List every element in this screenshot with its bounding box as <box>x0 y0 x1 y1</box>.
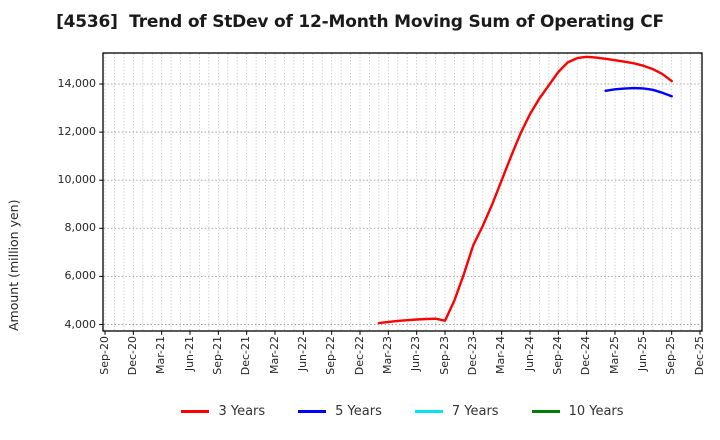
x-tick-label: Mar-21 <box>154 336 168 375</box>
x-tick-label: Dec-20 <box>125 336 139 376</box>
x-tick-label: Jun-25 <box>635 336 649 372</box>
x-tick-label: Dec-23 <box>465 336 479 376</box>
legend-item-10-years: 10 Years <box>531 404 624 419</box>
legend: 3 Years 5 Years 7 Years 10 Years <box>103 404 702 419</box>
x-tick-label: Jun-21 <box>182 336 196 372</box>
legend-label: 10 Years <box>568 404 624 419</box>
x-tick-label: Mar-23 <box>380 336 394 375</box>
x-tick-label: Sep-22 <box>324 336 338 375</box>
x-tick-label: Mar-25 <box>607 336 621 375</box>
y-tick-label: 8,000 <box>64 221 97 235</box>
x-tick-label: Sep-25 <box>664 336 678 375</box>
legend-line-swatch-red <box>181 410 210 413</box>
legend-item-3-years: 3 Years <box>181 404 265 419</box>
x-tick-label: Jun-22 <box>295 336 309 372</box>
x-tick-label: Sep-20 <box>97 336 111 375</box>
legend-label: 7 Years <box>451 404 499 419</box>
y-tick-label: 4,000 <box>64 317 97 331</box>
x-tick-label: Dec-24 <box>579 336 593 376</box>
plot-border <box>102 52 703 332</box>
x-tick-label: Sep-21 <box>210 336 224 375</box>
legend-line-swatch-blue <box>298 410 327 413</box>
legend-item-7-years: 7 Years <box>414 404 499 419</box>
legend-line-swatch-cyan <box>414 410 443 413</box>
y-tick-label: 12,000 <box>57 125 97 139</box>
x-tick-label: Mar-24 <box>494 336 508 375</box>
legend-label: 3 Years <box>218 404 266 419</box>
x-tick-label: Jun-23 <box>409 336 423 372</box>
y-tick-label: 10,000 <box>57 173 97 187</box>
y-tick-label: 6,000 <box>64 269 97 283</box>
x-tick-label: Dec-22 <box>352 336 366 376</box>
y-tick-label: 14,000 <box>57 77 97 91</box>
series-line-3-years <box>377 55 673 325</box>
chart-title: [4536] Trend of StDev of 12-Month Moving… <box>56 12 664 32</box>
x-tick-label: Jun-24 <box>522 336 536 372</box>
legend-item-5-years: 5 Years <box>298 404 382 419</box>
x-tick-label: Sep-24 <box>550 336 564 375</box>
x-tick-label: Sep-23 <box>437 336 451 375</box>
x-tick-label: Mar-22 <box>267 336 281 375</box>
series-line-5-years <box>604 86 673 98</box>
legend-line-swatch-green <box>531 410 560 413</box>
x-tick-label: Dec-21 <box>239 336 253 376</box>
x-tick-label: Dec-25 <box>692 336 706 376</box>
legend-label: 5 Years <box>335 404 382 419</box>
